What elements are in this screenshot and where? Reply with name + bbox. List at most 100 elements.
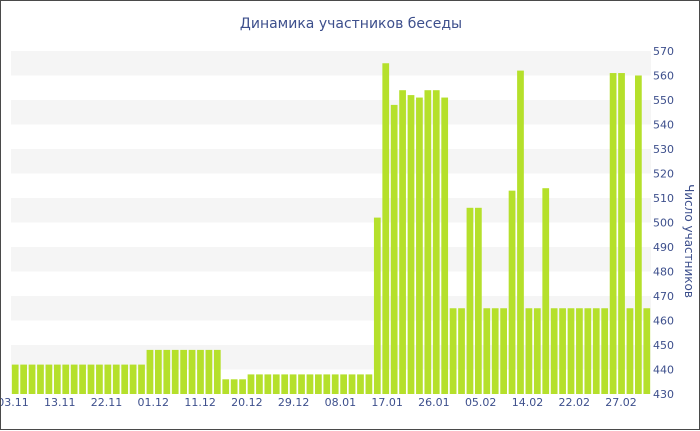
bar bbox=[441, 97, 449, 395]
x-tick-label: 03.11 bbox=[1, 396, 29, 409]
bar bbox=[222, 379, 230, 394]
y-tick-label: 480 bbox=[653, 266, 674, 279]
x-tick-label: 05.02 bbox=[465, 396, 497, 409]
bar bbox=[205, 349, 213, 394]
bar bbox=[213, 349, 221, 394]
bar bbox=[138, 364, 145, 394]
bar bbox=[340, 374, 347, 394]
bar bbox=[96, 364, 103, 394]
bar bbox=[264, 374, 272, 394]
y-tick-label: 570 bbox=[653, 45, 674, 58]
y-tick-label: 430 bbox=[653, 388, 674, 401]
grid-band bbox=[11, 100, 651, 125]
bar bbox=[247, 374, 255, 394]
bar bbox=[365, 374, 373, 394]
bar bbox=[576, 308, 583, 394]
y-tick-label: 440 bbox=[653, 364, 674, 377]
bar bbox=[62, 364, 70, 394]
bar bbox=[298, 374, 305, 394]
y-tick-label: 510 bbox=[653, 192, 674, 205]
bar bbox=[500, 308, 507, 394]
chart-title: Динамика участников беседы bbox=[240, 16, 462, 32]
bar bbox=[37, 364, 44, 394]
y-tick-label: 560 bbox=[653, 70, 674, 83]
x-tick-label: 01.12 bbox=[138, 396, 170, 409]
bar bbox=[163, 349, 171, 394]
bar bbox=[104, 364, 112, 394]
x-tick-label: 14.02 bbox=[512, 396, 544, 409]
bar bbox=[256, 374, 263, 394]
bar bbox=[550, 308, 558, 394]
bar bbox=[475, 207, 482, 394]
bar bbox=[331, 374, 339, 394]
bar bbox=[45, 364, 53, 394]
bar bbox=[171, 349, 179, 394]
bar bbox=[390, 104, 398, 395]
bar bbox=[517, 70, 524, 394]
y-axis-ticks: 430 440 450 460 470 480 490 500 510 520 530 540 550 5… bbox=[653, 45, 674, 401]
bar bbox=[112, 364, 120, 394]
bar bbox=[592, 308, 600, 394]
bar bbox=[20, 364, 27, 394]
bar bbox=[626, 308, 634, 394]
bar bbox=[643, 308, 651, 394]
bar bbox=[399, 90, 406, 394]
bar bbox=[483, 308, 491, 394]
y-tick-label: 520 bbox=[653, 168, 674, 181]
x-tick-label: 22.02 bbox=[558, 396, 590, 409]
y-tick-label: 470 bbox=[653, 290, 674, 303]
bar bbox=[306, 374, 314, 394]
bar bbox=[197, 349, 204, 394]
bar bbox=[407, 95, 415, 394]
bar bbox=[121, 364, 129, 394]
bar bbox=[449, 308, 457, 394]
grid-band bbox=[11, 198, 651, 223]
bar bbox=[567, 308, 575, 394]
bar bbox=[618, 73, 625, 395]
y-axis-label: Число участников bbox=[682, 184, 696, 298]
y-tick-label: 460 bbox=[653, 315, 674, 328]
x-tick-label: 11.12 bbox=[184, 396, 216, 409]
bar bbox=[373, 217, 381, 394]
bar bbox=[79, 364, 86, 394]
bar bbox=[70, 364, 78, 394]
bar bbox=[129, 364, 137, 394]
bar bbox=[155, 349, 162, 394]
y-tick-label: 540 bbox=[653, 119, 674, 132]
y-tick-label: 550 bbox=[653, 94, 674, 107]
bar bbox=[601, 308, 609, 394]
bar bbox=[180, 349, 187, 394]
bar bbox=[424, 90, 432, 394]
bar bbox=[323, 374, 331, 394]
bar bbox=[348, 374, 356, 394]
bar bbox=[466, 207, 474, 394]
bar bbox=[87, 364, 95, 394]
bar bbox=[239, 379, 246, 394]
bar bbox=[315, 374, 322, 394]
bar bbox=[28, 364, 36, 394]
bars bbox=[11, 63, 651, 395]
x-tick-label: 29.12 bbox=[278, 396, 310, 409]
bar bbox=[508, 190, 516, 394]
x-tick-label: 20.12 bbox=[231, 396, 263, 409]
bar bbox=[542, 188, 550, 394]
bar bbox=[281, 374, 289, 394]
bar bbox=[525, 308, 533, 394]
y-tick-label: 490 bbox=[653, 241, 674, 254]
bar bbox=[382, 63, 390, 394]
bar bbox=[146, 349, 154, 394]
bar bbox=[533, 308, 541, 394]
y-tick-label: 450 bbox=[653, 339, 674, 352]
bar bbox=[458, 308, 465, 394]
bar bbox=[230, 379, 238, 394]
x-axis-ticks: 03.11 13.11 22.11 01.12 11.12 20.12 29.12 08.01… bbox=[1, 396, 637, 409]
bar bbox=[289, 374, 297, 394]
x-tick-label: 17.01 bbox=[371, 396, 403, 409]
x-tick-label: 27.02 bbox=[605, 396, 637, 409]
grid-band bbox=[11, 149, 651, 174]
grid-band bbox=[11, 51, 651, 76]
bar bbox=[491, 308, 499, 394]
x-tick-label: 13.11 bbox=[44, 396, 76, 409]
